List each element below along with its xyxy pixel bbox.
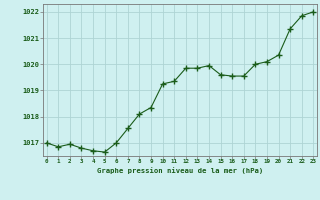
- X-axis label: Graphe pression niveau de la mer (hPa): Graphe pression niveau de la mer (hPa): [97, 167, 263, 174]
